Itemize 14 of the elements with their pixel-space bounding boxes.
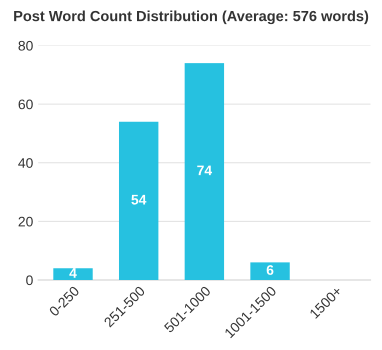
chart-title: Post Word Count Distribution (Average: 576 words) [14,10,368,24]
data-label: 74 [197,166,212,176]
bar [184,63,224,280]
y-tick-label: 40 [18,158,33,168]
data-label: 4 [69,268,77,278]
data-label: 6 [266,265,274,275]
data-label: 54 [131,194,146,205]
y-tick-label: 80 [18,40,33,51]
bar [53,268,93,280]
y-tick-label: 60 [18,99,33,110]
y-tick-label: 0 [26,275,33,286]
bar [250,262,290,280]
bar [118,122,158,280]
y-tick-label: 20 [18,216,33,227]
